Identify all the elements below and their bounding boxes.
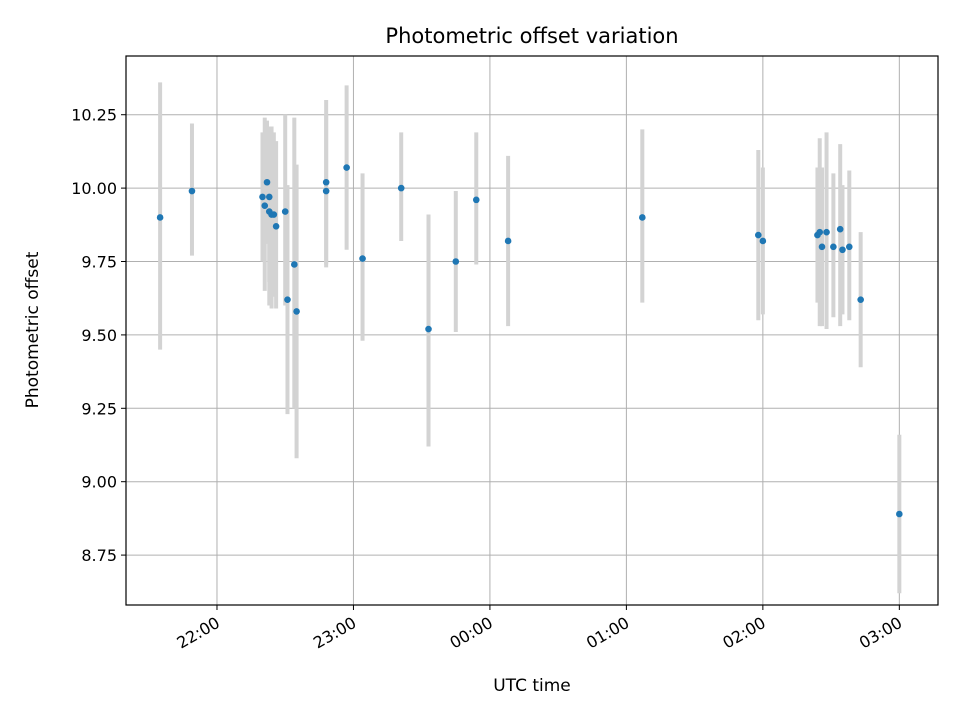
data-point (759, 237, 767, 245)
data-point (284, 296, 291, 303)
data-point (291, 261, 298, 268)
data-point (397, 184, 405, 192)
y-tick-label: 10.25 (71, 106, 117, 125)
y-tick-label: 9.00 (81, 473, 117, 492)
data-point (839, 246, 846, 254)
data-point (322, 187, 330, 195)
data-point (272, 222, 280, 230)
data-point (857, 296, 864, 303)
data-point (359, 255, 366, 262)
data-points (156, 164, 903, 518)
data-point (755, 231, 762, 239)
data-point (836, 225, 844, 233)
y-axis-ticks: 8.75 9.00 9.25 9.50 9.75 10.00 10.25 (71, 106, 126, 565)
data-point (259, 193, 266, 201)
chart-title: Photometric offset variation (385, 24, 678, 48)
data-point (472, 196, 480, 204)
data-point (830, 243, 837, 251)
y-tick-label: 10.00 (71, 179, 117, 198)
data-point (293, 308, 300, 315)
data-point (188, 187, 196, 195)
data-point (818, 243, 826, 251)
data-point (322, 178, 330, 186)
data-point (845, 243, 853, 251)
data-point (452, 258, 460, 265)
data-point (823, 228, 830, 236)
data-point (281, 208, 289, 215)
y-tick-label: 9.25 (81, 399, 117, 418)
data-point (816, 228, 824, 236)
data-point (261, 202, 269, 210)
data-point (156, 214, 164, 221)
plot-frame (125, 55, 939, 606)
data-point (639, 214, 646, 221)
data-point (263, 178, 271, 186)
data-point (270, 211, 278, 218)
data-point (896, 510, 903, 518)
y-axis-title: Photometric offset (23, 251, 43, 408)
data-point (343, 164, 350, 171)
data-point (265, 193, 273, 201)
y-tick-label: 9.75 (81, 253, 117, 272)
data-point (504, 237, 512, 245)
x-axis-title: UTC time (493, 676, 571, 696)
y-tick-label: 8.75 (81, 546, 117, 565)
data-point (425, 325, 432, 333)
y-tick-label: 9.50 (81, 326, 117, 345)
